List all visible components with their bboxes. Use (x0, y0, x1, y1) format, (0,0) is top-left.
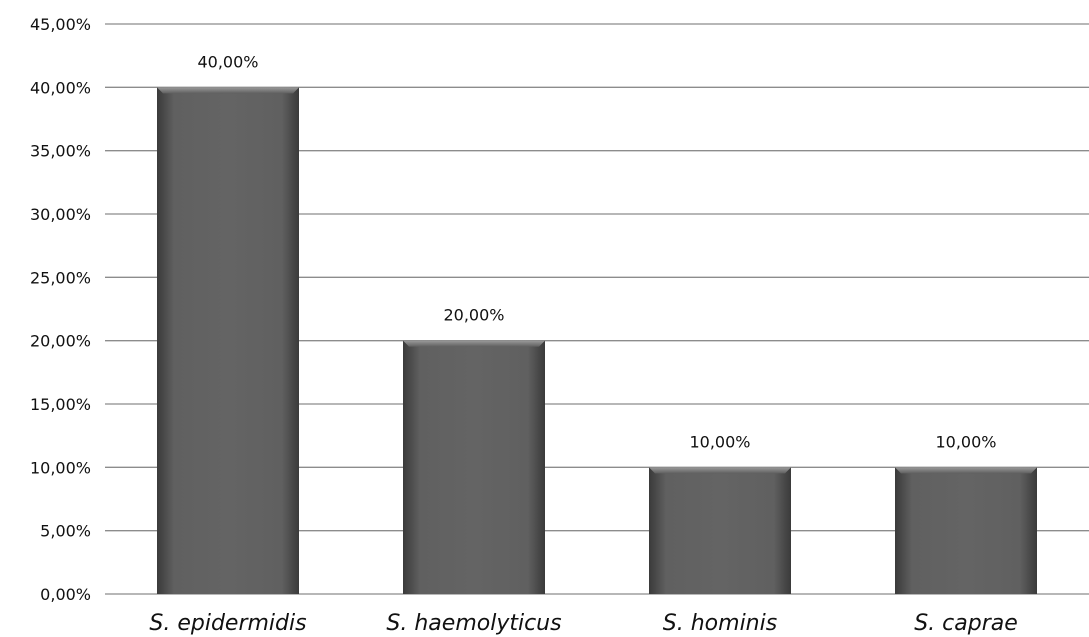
bar (403, 340, 545, 594)
data-labels: 40,00% 20,00% 10,00% 10,00% (197, 52, 996, 451)
bar-value-label: 20,00% (443, 306, 504, 325)
bar-value-label: 10,00% (689, 432, 750, 451)
category-label: S. caprae (914, 611, 1018, 636)
bar-3 (649, 467, 791, 594)
y-tick-label: 30,00% (30, 205, 91, 224)
bar (895, 467, 1037, 594)
bar (649, 467, 791, 594)
bar-value-label: 10,00% (935, 432, 996, 451)
y-tick-label: 15,00% (30, 395, 91, 414)
bar (157, 87, 299, 594)
y-tick-label: 10,00% (30, 458, 91, 477)
bar-2 (403, 340, 545, 594)
bar-bevel (649, 467, 791, 474)
y-tick-label: 40,00% (30, 78, 91, 97)
category-label: S. haemolyticus (386, 611, 561, 636)
y-tick-label: 25,00% (30, 268, 91, 287)
bar-1 (157, 87, 299, 594)
y-axis-tick-labels: 0,00% 5,00% 10,00% 15,00% 20,00% 25,00% 30,00%… (30, 15, 91, 604)
x-axis-category-labels: S. epidermidis S. haemolyticus S. hominis S… (149, 611, 1017, 636)
bar-bevel (403, 340, 545, 347)
y-tick-label: 35,00% (30, 142, 91, 161)
bar-value-label: 40,00% (197, 52, 258, 71)
bars (157, 87, 1037, 594)
category-label: S. hominis (663, 611, 777, 636)
bar-bevel (895, 467, 1037, 474)
category-label: S. epidermidis (149, 611, 306, 636)
y-tick-label: 45,00% (30, 15, 91, 34)
y-tick-label: 5,00% (40, 522, 91, 541)
y-tick-label: 20,00% (30, 332, 91, 351)
bar-4 (895, 467, 1037, 594)
bar-bevel (157, 87, 299, 94)
y-tick-label: 0,00% (40, 585, 91, 604)
